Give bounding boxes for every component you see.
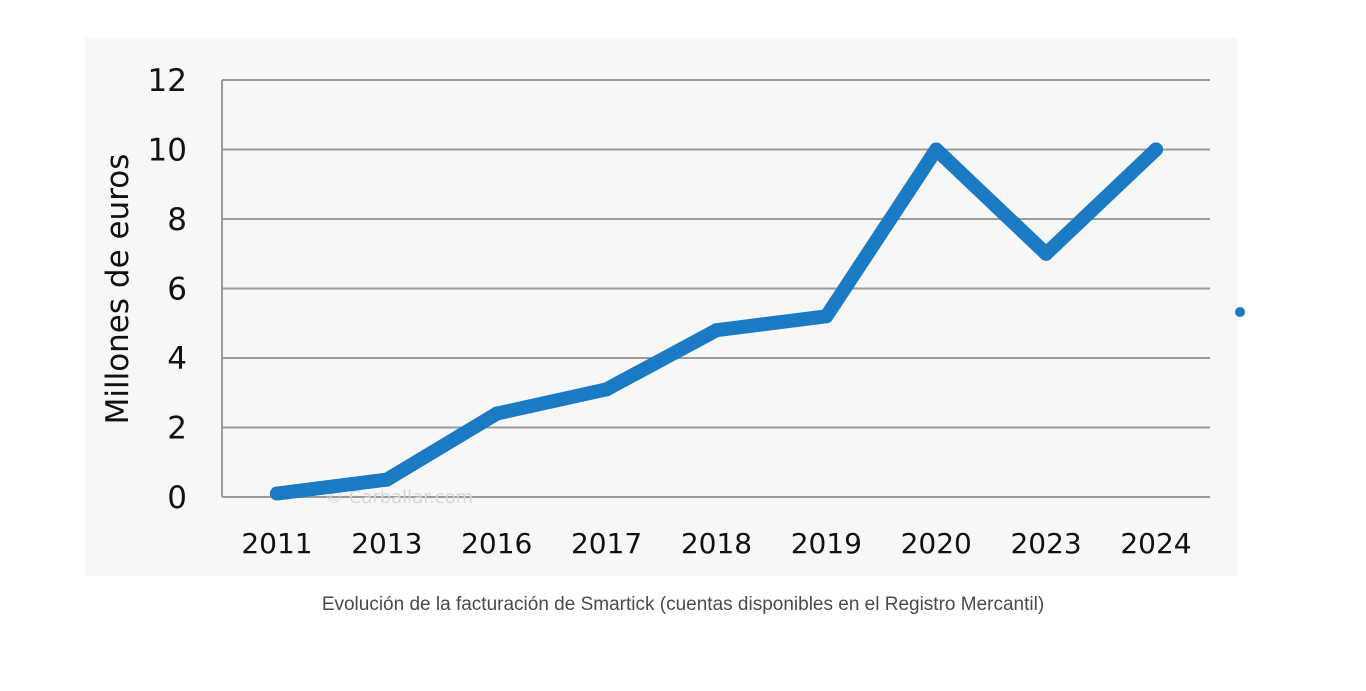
x-tick-label: 2018 (681, 527, 752, 560)
data-point (379, 472, 394, 487)
y-tick-label: 12 (148, 63, 187, 99)
data-point (709, 323, 724, 338)
data-point (819, 309, 834, 324)
figure-caption: Evolución de la facturación de Smartick … (321, 594, 1045, 615)
y-tick-label: 10 (148, 133, 187, 169)
data-point (599, 382, 614, 397)
data-point (270, 486, 284, 501)
x-tick-label: 2013 (351, 527, 422, 560)
x-tick-label: 2011 (241, 527, 312, 560)
y-tick-label: 0 (167, 480, 187, 516)
x-tick-label: 2024 (1120, 527, 1191, 560)
x-tick-label: 2023 (1010, 527, 1081, 560)
data-point (1039, 246, 1054, 261)
x-tick-label: 2020 (901, 527, 972, 560)
data-point (929, 142, 944, 157)
y-tick-label: 6 (167, 272, 187, 308)
x-tick-label: 2016 (461, 527, 532, 560)
data-point (489, 406, 504, 421)
y-axis-label: Millones de euros (100, 154, 136, 425)
watermark: © Carballar.com (325, 487, 473, 508)
x-tick-label: 2019 (791, 527, 862, 560)
y-tick-label: 8 (167, 202, 187, 238)
chart-background (85, 38, 1237, 576)
y-tick-label: 4 (167, 341, 187, 377)
edge-marker (1235, 307, 1245, 317)
y-tick-label: 2 (167, 411, 187, 447)
data-point (1149, 142, 1163, 157)
x-tick-label: 2017 (571, 527, 642, 560)
